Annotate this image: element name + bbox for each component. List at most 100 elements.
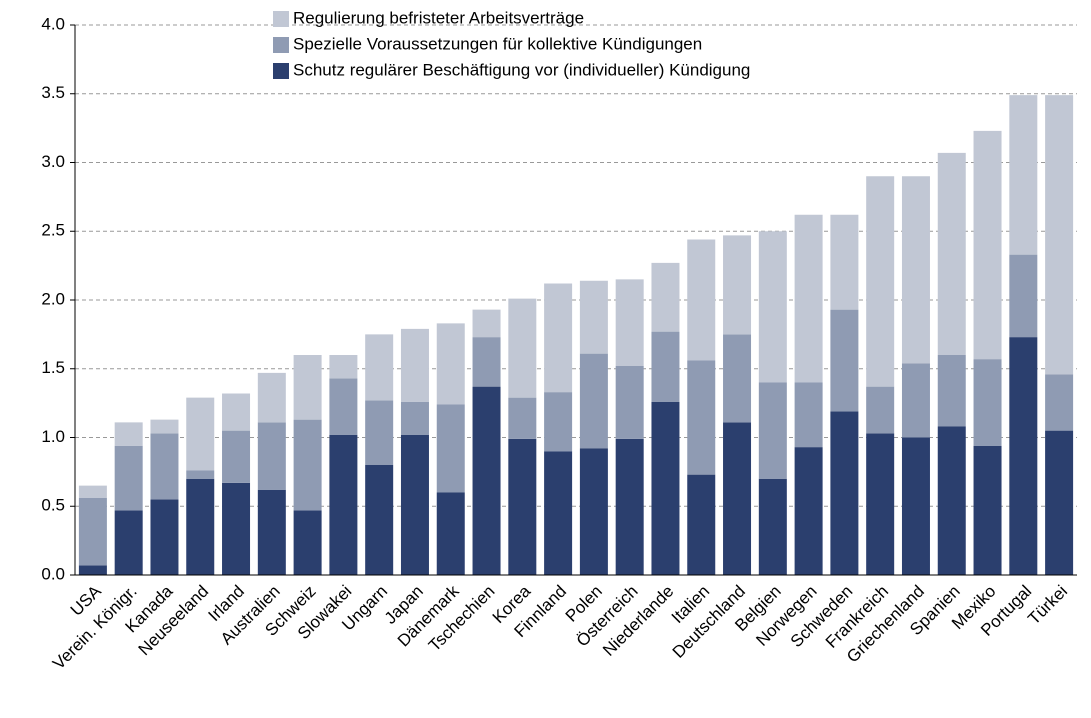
bar-segment (579, 448, 608, 575)
bar-segment (866, 176, 895, 387)
bar-segment (579, 280, 608, 354)
bar-segment (1009, 254, 1038, 338)
bar-segment (329, 355, 358, 379)
bar-segment (400, 434, 429, 575)
y-tick-label: 3.0 (41, 152, 65, 171)
bar-segment (365, 400, 394, 465)
bar-segment (651, 262, 680, 332)
y-tick-label: 0.5 (41, 496, 65, 515)
bar-segment (758, 478, 787, 575)
bar-segment (293, 510, 322, 575)
legend-swatch (273, 37, 289, 53)
bar-segment (329, 378, 358, 435)
bar-segment (1045, 374, 1074, 431)
bar-segment (830, 214, 859, 310)
bar-segment (973, 445, 1002, 575)
bar-segment (222, 430, 251, 483)
bar-segment (78, 485, 107, 498)
bar-segment (293, 355, 322, 420)
bar-segment (1045, 95, 1074, 375)
bar-segment (544, 451, 573, 575)
bar-segment (365, 465, 394, 575)
bar-segment (508, 397, 537, 439)
bar-segment (1045, 430, 1074, 575)
bar-segment (973, 130, 1002, 360)
bar-segment (615, 438, 644, 575)
bar-segment (150, 419, 179, 434)
bar-segment (794, 382, 823, 448)
bar-segment (830, 411, 859, 575)
bar-segment (222, 393, 251, 431)
bar-segment (293, 419, 322, 511)
bar-segment (687, 360, 716, 475)
bar-segment (400, 328, 429, 402)
bar-segment (901, 437, 930, 575)
bar-segment (973, 359, 1002, 446)
bar-segment (758, 231, 787, 383)
bar-segment (257, 422, 286, 490)
bar-segment (758, 382, 787, 479)
bar-segment (651, 331, 680, 402)
bar-segment (329, 434, 358, 575)
bar-segment (794, 214, 823, 383)
bar-segment (866, 386, 895, 434)
legend-swatch (273, 63, 289, 79)
bar-segment (723, 235, 752, 335)
bar-segment (472, 309, 501, 338)
bar-segment (723, 422, 752, 575)
legend-swatch (273, 11, 289, 27)
bar-segment (615, 279, 644, 366)
y-tick-label: 4.0 (41, 14, 65, 33)
bar-segment (400, 401, 429, 435)
bar-segment (186, 397, 215, 471)
y-tick-label: 3.5 (41, 83, 65, 102)
bar-segment (651, 401, 680, 575)
bar-segment (830, 309, 859, 412)
bar-segment (78, 498, 107, 566)
legend-label: Spezielle Voraussetzungen für kollektive… (293, 34, 702, 53)
bar-segment (472, 337, 501, 387)
y-tick-label: 0.0 (41, 564, 65, 583)
bar-segment (937, 152, 966, 355)
bar-segment (114, 510, 143, 575)
bar-segment (794, 447, 823, 575)
bar-segment (436, 492, 465, 575)
bar-segment (866, 433, 895, 575)
bar-segment (150, 433, 179, 500)
bar-segment (508, 438, 537, 575)
bar-segment (544, 283, 573, 393)
bar-segment (687, 474, 716, 575)
y-tick-label: 2.5 (41, 221, 65, 240)
bar-segment (186, 470, 215, 479)
bar-segment (365, 334, 394, 401)
legend-label: Schutz regulärer Beschäftigung vor (indi… (293, 60, 750, 79)
bar-segment (186, 478, 215, 575)
bar-segment (222, 482, 251, 575)
bar-segment (1009, 95, 1038, 255)
x-tick-label: Türkei (1024, 582, 1071, 629)
bar-segment (472, 386, 501, 575)
bar-segment (901, 363, 930, 438)
bar-segment (257, 489, 286, 575)
bar-segment (114, 445, 143, 511)
bar-segment (687, 239, 716, 361)
bar-segment (257, 372, 286, 423)
bar-segment (1009, 337, 1038, 575)
y-tick-label: 1.5 (41, 358, 65, 377)
bar-segment (579, 353, 608, 449)
bar-segment (508, 298, 537, 398)
bar-segment (114, 422, 143, 446)
bar-segment (436, 323, 465, 405)
bar-segment (150, 499, 179, 575)
bar-segment (937, 355, 966, 427)
bar-segment (436, 404, 465, 493)
bar-segment (937, 426, 966, 575)
bar-segment (544, 392, 573, 452)
bar-segment (901, 176, 930, 364)
bar-segment (615, 366, 644, 439)
legend-label: Regulierung befristeter Arbeitsverträge (293, 8, 584, 27)
y-tick-label: 2.0 (41, 289, 65, 308)
y-tick-label: 1.0 (41, 427, 65, 446)
bar-segment (723, 334, 752, 423)
